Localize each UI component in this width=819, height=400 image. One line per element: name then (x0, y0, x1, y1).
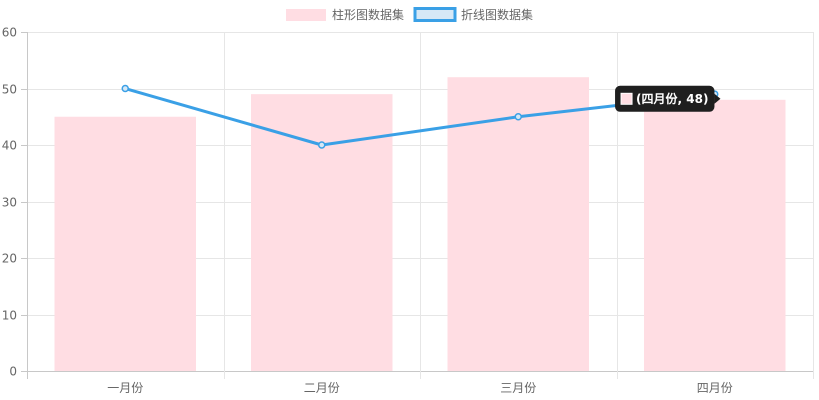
legend-swatch-line (413, 7, 457, 22)
x-tick-label: 四月份 (697, 381, 733, 395)
legend[interactable]: 柱形图数据集 折线图数据集 (286, 7, 533, 22)
y-tick-label: 40 (2, 139, 17, 153)
legend-item-line[interactable]: 折线图数据集 (413, 7, 533, 22)
bar[interactable] (644, 99, 786, 372)
legend-label-line: 折线图数据集 (461, 7, 533, 22)
x-tick-label: 二月份 (304, 381, 340, 395)
y-tick-label: 0 (9, 365, 17, 379)
bar[interactable] (447, 77, 589, 371)
legend-swatch-bar (286, 9, 326, 21)
y-tick-label: 60 (2, 26, 17, 40)
y-tick-label: 20 (2, 252, 17, 266)
y-tick-label: 10 (2, 309, 17, 323)
bar[interactable] (54, 116, 196, 371)
bar-series (54, 77, 786, 372)
tooltip-color-swatch (620, 92, 633, 105)
tooltip: (四月份, 48) (615, 85, 721, 112)
line-point[interactable] (514, 113, 522, 121)
axes: 0 10 20 30 40 50 60 一月份 二月份 三月份 四月份 (2, 26, 733, 396)
legend-item-bar[interactable]: 柱形图数据集 (286, 7, 404, 22)
line-point[interactable] (318, 141, 326, 149)
tooltip-caret (714, 93, 721, 104)
x-tick-label: 三月份 (500, 381, 536, 395)
legend-label-bar: 柱形图数据集 (332, 7, 404, 22)
tooltip-background (615, 85, 715, 112)
y-tick-label: 30 (2, 196, 17, 210)
tooltip-text: (四月份, 48) (636, 91, 708, 106)
bar[interactable] (251, 94, 393, 372)
line-point[interactable] (121, 84, 129, 93)
x-tick-label: 一月份 (107, 381, 143, 395)
y-tick-label: 50 (2, 83, 17, 97)
